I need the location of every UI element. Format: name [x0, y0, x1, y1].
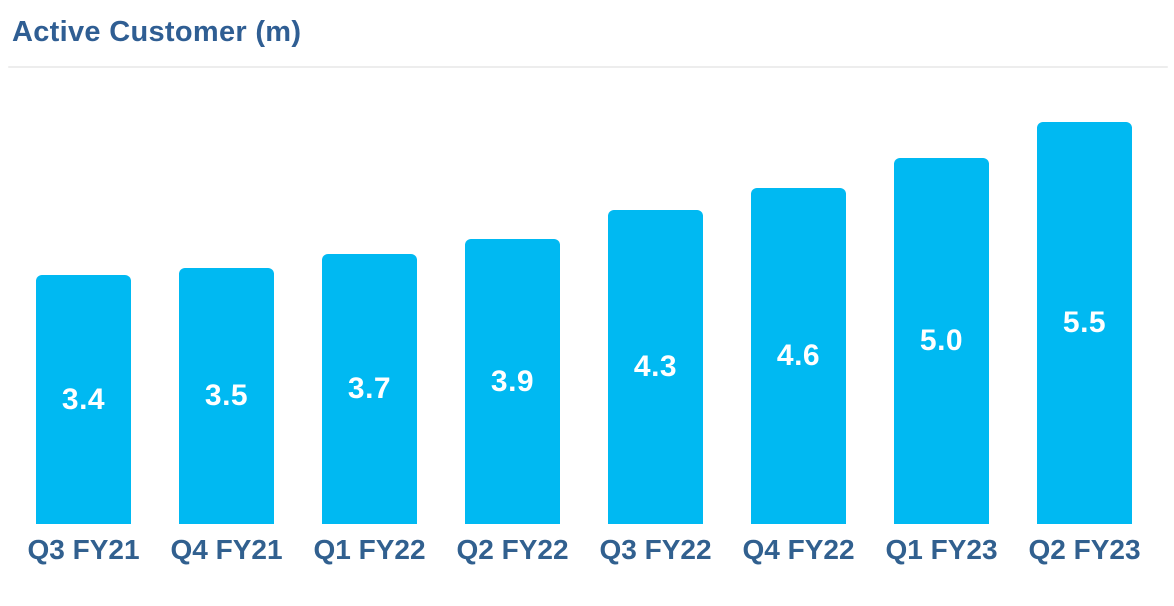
category-label: Q3 FY22 [599, 534, 712, 565]
bar-value-label: 3.9 [490, 364, 535, 398]
bar: 3.4 [36, 275, 131, 524]
bar-column: 3.9 Q2 FY22 [456, 239, 569, 567]
bar-column: 5.5 Q2 FY23 [1028, 122, 1141, 567]
chart-title: Active Customer (m) [12, 16, 302, 48]
bar-value-label: 3.4 [61, 382, 106, 416]
bar-column: 3.5 Q4 FY21 [170, 268, 283, 567]
bar: 4.6 [751, 188, 846, 524]
title-divider [8, 66, 1168, 68]
bar: 3.7 [322, 254, 417, 524]
category-label: Q1 FY23 [885, 534, 998, 565]
category-label: Q4 FY21 [170, 534, 283, 565]
category-label: Q3 FY21 [27, 534, 140, 565]
bar-value-label: 4.6 [776, 339, 821, 372]
bar: 4.3 [608, 210, 703, 524]
bar: 5.5 [1037, 122, 1132, 524]
bar-value-label: 5.0 [919, 324, 964, 357]
category-label: Q2 FY23 [1028, 534, 1141, 565]
bar-value-label: 3.7 [347, 372, 392, 405]
category-label: Q4 FY22 [742, 534, 855, 565]
bar-value-label: 3.5 [204, 379, 249, 412]
category-label: Q2 FY22 [456, 534, 569, 565]
bar-chart-plot-area: 3.4 Q3 FY21 3.5 Q4 FY21 3.7 Q1 FY22 3.9 … [27, 122, 1141, 567]
bar: 5.0 [894, 158, 989, 524]
bar-column: 3.4 Q3 FY21 [27, 275, 140, 567]
bar-column: 4.3 Q3 FY22 [599, 210, 712, 567]
bar-column: 4.6 Q4 FY22 [742, 188, 855, 567]
bar-value-label: 5.5 [1062, 306, 1107, 339]
category-label: Q1 FY22 [313, 534, 426, 565]
bar: 3.9 [465, 239, 560, 524]
bar-value-label: 4.3 [633, 350, 678, 383]
bar-column: 3.7 Q1 FY22 [313, 254, 426, 567]
bar: 3.5 [179, 268, 274, 524]
bar-column: 5.0 Q1 FY23 [885, 158, 998, 567]
